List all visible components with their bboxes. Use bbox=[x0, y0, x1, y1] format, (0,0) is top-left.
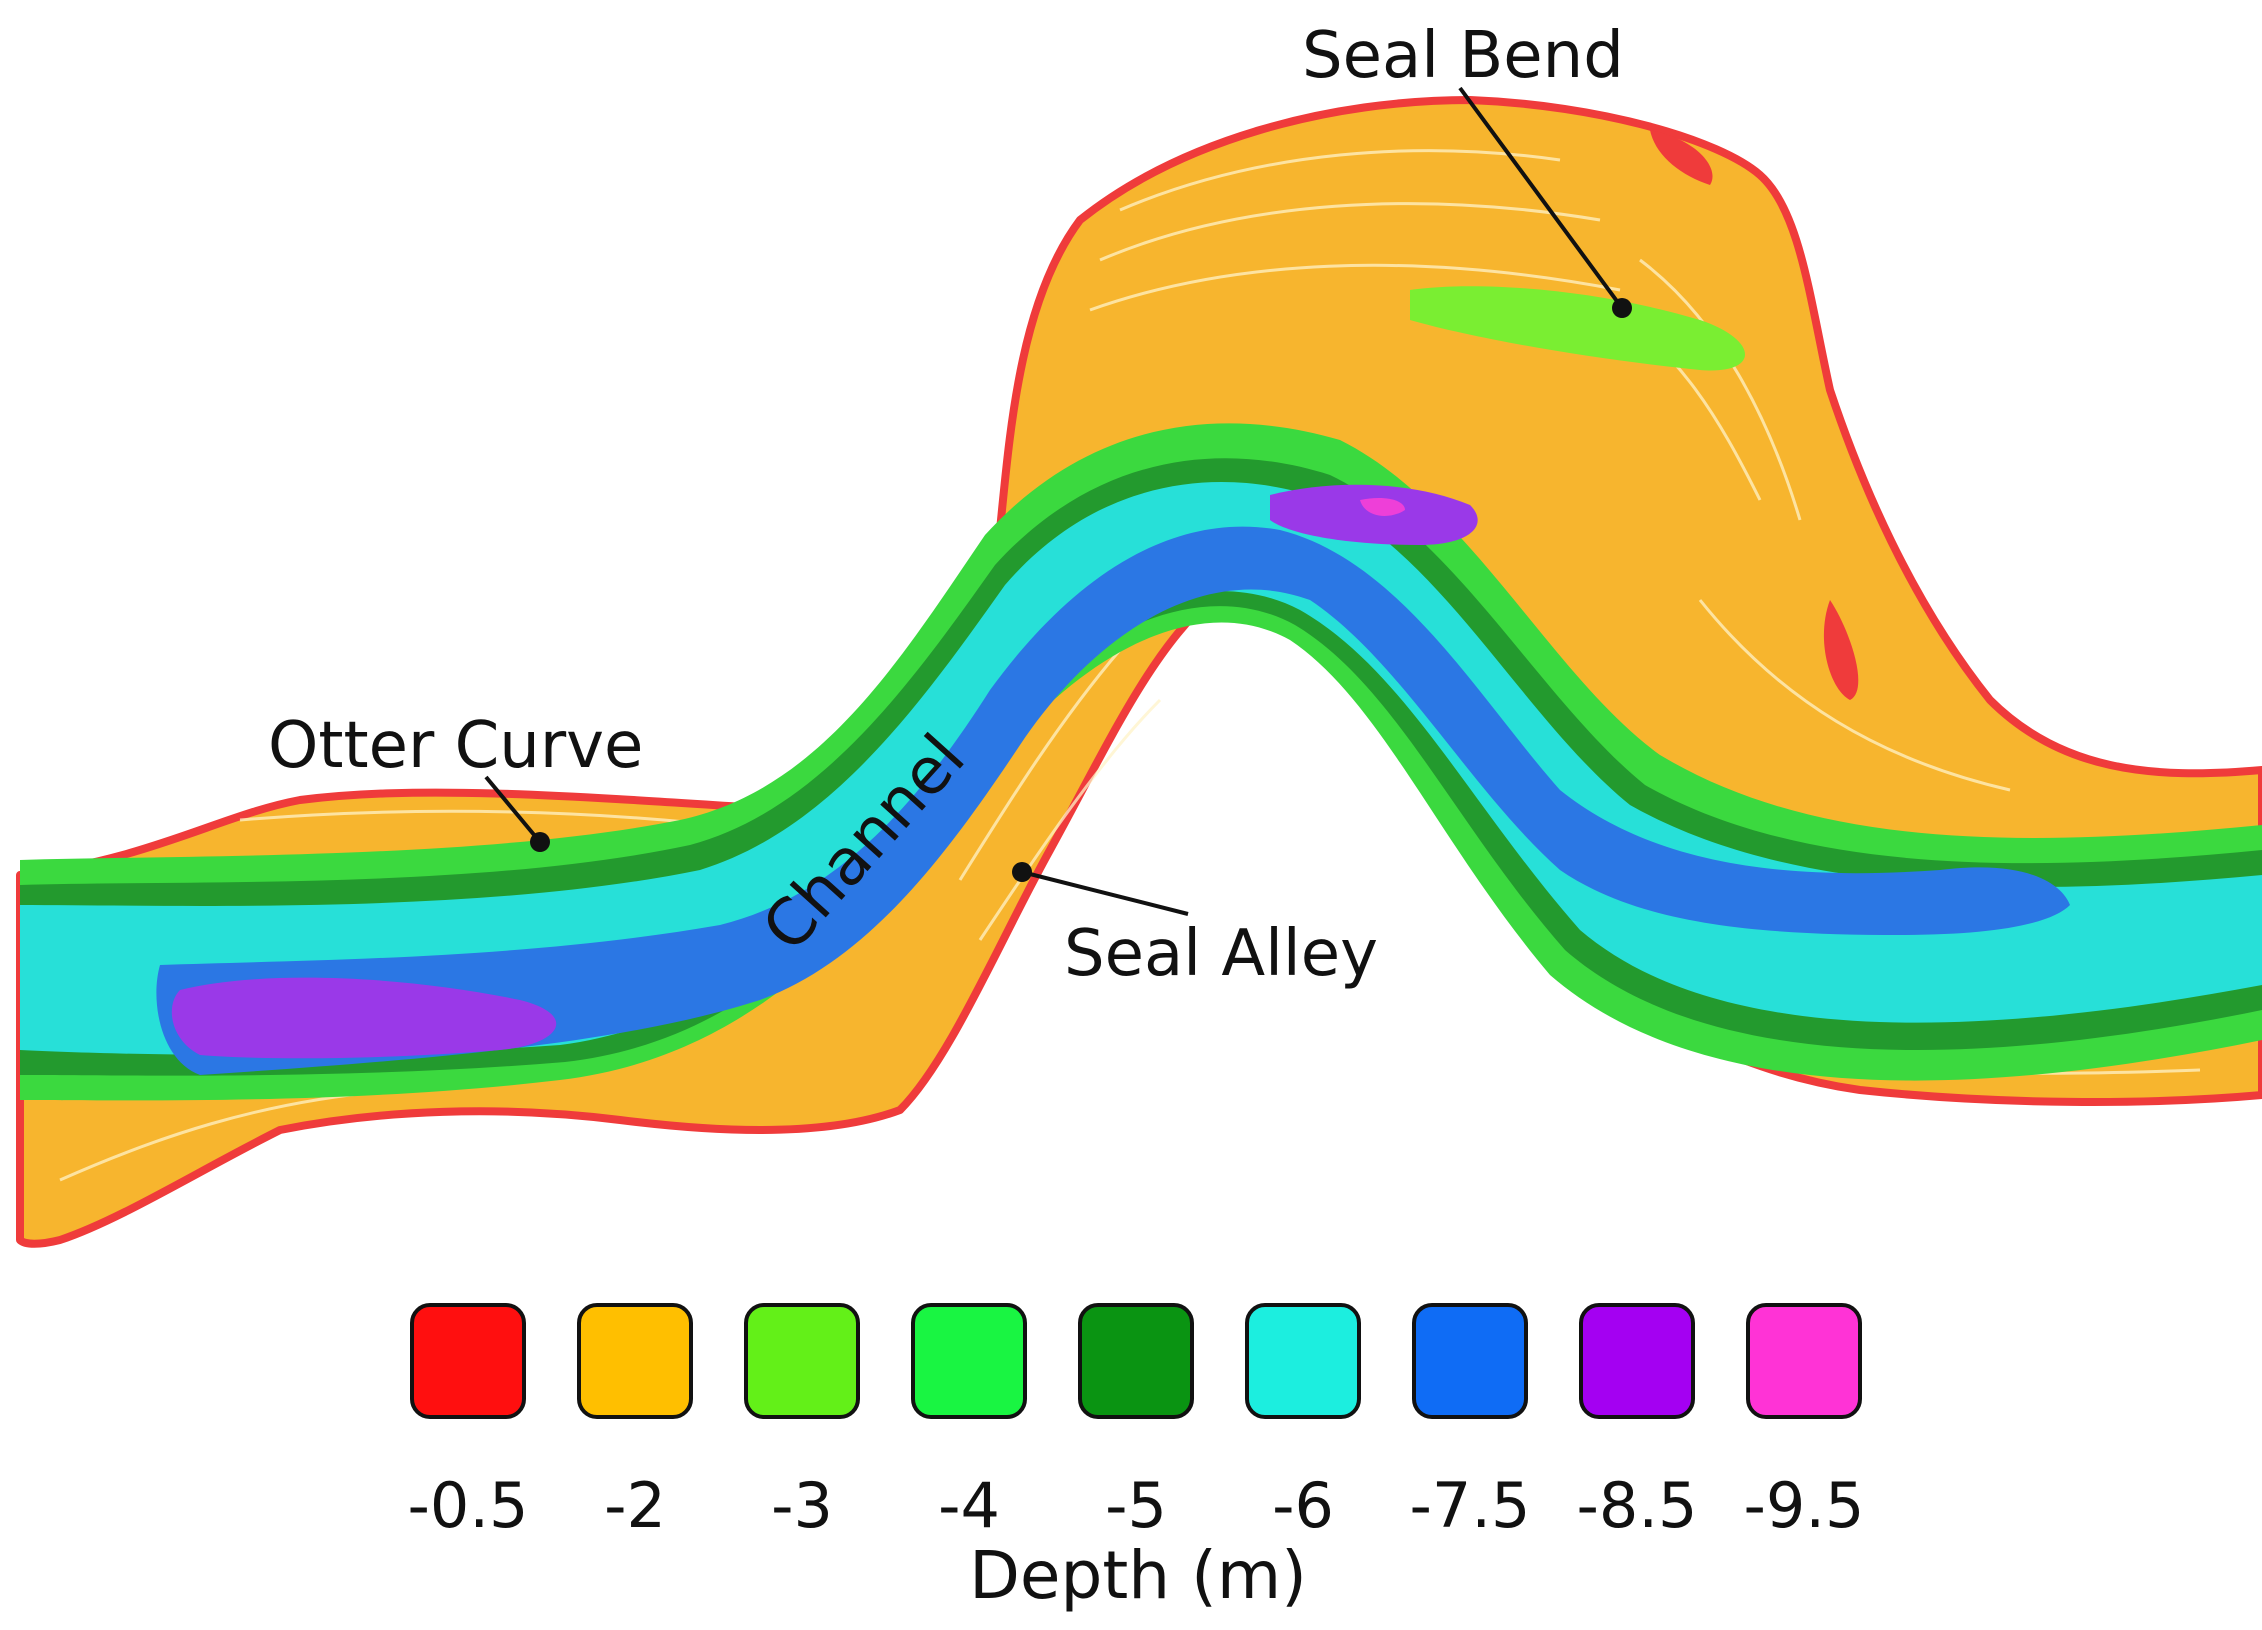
legend-values: -0.5 -2 -3 -4 -5 -6 -7.5 -8.5 -9.5 bbox=[408, 1469, 1865, 1542]
seal-bend-marker bbox=[1612, 298, 1632, 318]
seal-alley-marker bbox=[1012, 862, 1032, 882]
legend-value-label: -5 bbox=[1105, 1469, 1167, 1542]
purple-pool bbox=[1270, 484, 1478, 545]
magenta-spot bbox=[1360, 498, 1405, 516]
red-patch bbox=[1823, 600, 1859, 700]
legend-swatch bbox=[1412, 1303, 1528, 1419]
legend-value-label: -2 bbox=[604, 1469, 666, 1542]
otter-curve-annotation: Otter Curve bbox=[268, 709, 643, 852]
legend-value-label: -3 bbox=[771, 1469, 833, 1542]
legend-value-label: -9.5 bbox=[1744, 1469, 1865, 1542]
seal-bend-label: Seal Bend bbox=[1302, 19, 1624, 93]
channel-bands bbox=[20, 286, 2262, 1101]
legend-swatch bbox=[1078, 1303, 1194, 1419]
legend-value-label: -8.5 bbox=[1577, 1469, 1698, 1542]
seal-bend-annotation: Seal Bend bbox=[1302, 19, 1632, 318]
depth-legend: -0.5 -2 -3 -4 -5 -6 -7.5 -8.5 -9.5 Depth (m) bbox=[408, 1303, 1865, 1614]
legend-swatch bbox=[744, 1303, 860, 1419]
legend-swatch bbox=[577, 1303, 693, 1419]
legend-value-label: -0.5 bbox=[408, 1469, 529, 1542]
otter-curve-label: Otter Curve bbox=[268, 709, 643, 783]
legend-swatch bbox=[1245, 1303, 1361, 1419]
legend-swatch bbox=[1746, 1303, 1862, 1419]
otter-curve-marker bbox=[530, 832, 550, 852]
seal-alley-label: Seal Alley bbox=[1064, 917, 1378, 991]
legend-value-label: -6 bbox=[1272, 1469, 1334, 1542]
legend-title: Depth (m) bbox=[969, 1537, 1307, 1614]
legend-swatch bbox=[911, 1303, 1027, 1419]
purple-pool bbox=[171, 977, 557, 1059]
legend-swatches bbox=[410, 1303, 1862, 1419]
seal-alley-annotation: Seal Alley bbox=[1012, 862, 1378, 991]
legend-value-label: -7.5 bbox=[1410, 1469, 1531, 1542]
legend-swatch bbox=[1579, 1303, 1695, 1419]
blue-deep bbox=[156, 526, 2071, 1075]
legend-swatch bbox=[410, 1303, 526, 1419]
legend-value-label: -4 bbox=[938, 1469, 1000, 1542]
red-patch bbox=[1650, 130, 1713, 185]
light-green-patch bbox=[1410, 286, 1745, 371]
